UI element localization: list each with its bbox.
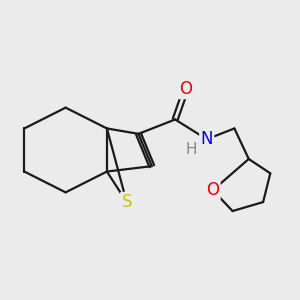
Text: S: S <box>122 193 132 211</box>
Text: O: O <box>206 181 219 199</box>
Text: O: O <box>179 80 192 98</box>
Text: H: H <box>186 142 197 158</box>
Text: N: N <box>200 130 213 148</box>
